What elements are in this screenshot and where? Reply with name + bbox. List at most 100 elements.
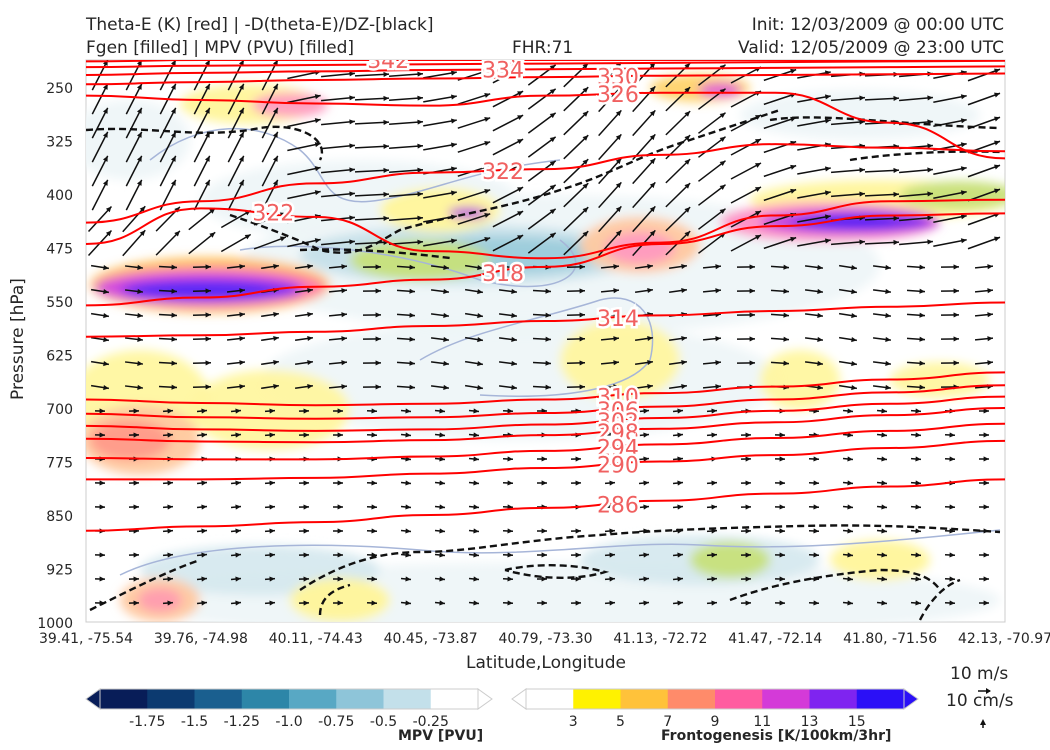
wind-arrow-shaft — [354, 217, 390, 221]
wind-arrow-head — [643, 408, 649, 414]
wind-arrow-head — [545, 360, 551, 366]
fgen-colorbar-label: Frontogenesis [K/100km/3hr] — [661, 728, 892, 744]
wind-arrow-shaft — [159, 155, 177, 187]
fgen-colorbar-swatch — [573, 689, 621, 709]
wind-arrow-shaft — [261, 155, 279, 187]
wind-arrow-head — [273, 383, 279, 390]
wind-arrow-head — [405, 576, 411, 582]
wind-arrow-shaft — [122, 205, 146, 233]
wind-arrow-head — [719, 112, 726, 119]
mpv-colorbar-swatch — [430, 689, 479, 709]
wind-arrow-shaft — [797, 191, 831, 199]
wind-arrow-head — [405, 600, 411, 606]
wind-arrow-shaft — [598, 85, 622, 113]
wind-arrow-head — [649, 158, 656, 165]
wind-arrow-head — [949, 432, 955, 438]
theta-e-contour-label: 294 — [597, 437, 639, 462]
wind-arrow-head — [136, 83, 142, 90]
wind-arrow-shaft — [563, 86, 589, 112]
wind-arrow-head — [790, 188, 797, 194]
wind-arrow-shaft — [830, 240, 866, 246]
wind-arrow-head — [649, 110, 656, 117]
wind-arrow-head — [915, 528, 921, 534]
wind-arrow-head — [167, 528, 173, 534]
fgen-colorbar-swatch — [715, 689, 763, 709]
field-patch — [890, 362, 990, 398]
theta-e-contour-line — [86, 65, 1005, 76]
fgen-colorbar-tick-label: 7 — [663, 714, 672, 730]
wind-arrow-head — [711, 480, 717, 486]
wind-arrow-head — [615, 110, 622, 117]
wind-arrow-head — [349, 143, 355, 149]
wind-arrow-head — [851, 384, 857, 391]
wind-arrow-head — [859, 167, 865, 173]
wind-arrow-head — [477, 336, 483, 343]
wind-arrow-head — [927, 167, 933, 173]
wind-arrow-head — [99, 504, 105, 510]
wind-arrow-head — [677, 552, 683, 558]
ddz-dashed-contour — [918, 578, 961, 621]
theta-e-contour-label: 334 — [482, 59, 524, 84]
fgen-colorbar-swatch — [809, 689, 858, 709]
wind-arrow-head — [167, 480, 173, 486]
wind-arrow-head — [383, 167, 389, 173]
wind-arrow-head — [960, 238, 967, 244]
wind-arrow-head — [409, 312, 415, 318]
wind-arrow-head — [824, 118, 831, 124]
wind-arrow-shaft — [492, 114, 524, 132]
wind-arrow-shaft — [665, 182, 691, 208]
wind-arrow-head — [439, 480, 445, 486]
wind-arrow-head — [484, 189, 491, 194]
wind-arrow-head — [790, 116, 797, 122]
wind-arrow-head — [851, 312, 857, 319]
wind-arrow-head — [582, 63, 589, 69]
wind-arrow-head — [307, 311, 313, 318]
wind-arrow-head — [239, 336, 245, 342]
wind-arrow-shaft — [122, 229, 146, 257]
ddz-dashed-contour — [849, 150, 1001, 162]
wind-arrow-head — [881, 456, 887, 462]
wind-arrow-head — [102, 155, 108, 162]
wind-arrow-head — [269, 480, 275, 486]
wind-arrow-head — [779, 528, 785, 534]
wind-arrow-shaft — [598, 109, 622, 137]
wind-arrow-shaft — [388, 96, 424, 102]
wind-arrow-shaft — [253, 236, 287, 250]
y-tick-label: 625 — [46, 349, 73, 365]
wind-arrow-head — [473, 432, 479, 438]
wind-arrow-head — [303, 600, 309, 606]
wind-arrow-head — [647, 263, 653, 270]
wind-arrow-head — [783, 336, 789, 342]
ddz-dashed-contour — [299, 248, 451, 260]
wind-arrow-head — [273, 311, 279, 318]
theta-e-contour-label: 314 — [597, 307, 639, 332]
wind-arrow-head — [851, 336, 857, 343]
wind-arrow-head — [170, 60, 176, 66]
wind-arrow-head — [477, 384, 483, 391]
wind-arrow-head — [915, 480, 921, 486]
wind-arrow-head — [443, 336, 449, 343]
wind-arrow-head — [137, 264, 143, 270]
wind-arrow-head — [269, 408, 275, 414]
wind-arrow-head — [643, 528, 649, 534]
wind-arrow-shaft — [388, 192, 424, 198]
wind-arrow-head — [541, 552, 547, 558]
wind-arrow-head — [745, 576, 751, 582]
mpv-colorbar-swatch — [383, 689, 432, 709]
wind-arrow-head — [450, 166, 457, 172]
wind-arrow-head — [649, 182, 656, 189]
wind-arrow-head — [953, 312, 959, 318]
wind-arrow-head — [99, 480, 105, 486]
wind-arrow-shaft — [287, 142, 321, 152]
wind-arrow-head — [133, 408, 139, 414]
wind-arrow-head — [643, 480, 649, 486]
wind-arrow-head — [847, 456, 853, 462]
wind-arrow-head — [133, 480, 139, 486]
wind-arrow-head — [711, 528, 717, 534]
wind-arrow-head — [269, 504, 275, 510]
wind-arrow-shaft — [563, 134, 589, 160]
mpv-colorbar-swatch — [194, 689, 243, 709]
wind-arrow-head — [649, 86, 656, 93]
y-tick-label: 850 — [46, 509, 73, 525]
